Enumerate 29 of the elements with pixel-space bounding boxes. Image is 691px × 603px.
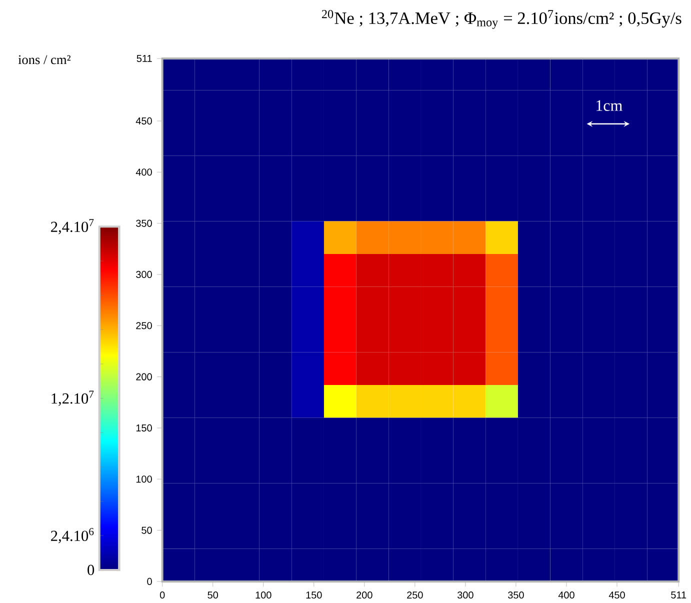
y-tick-label: 200 [136, 373, 152, 380]
y-tick-label: 50 [142, 526, 152, 534]
y-tick-label: 250 [136, 322, 152, 330]
y-tick-label: 450 [136, 117, 152, 125]
x-tick-label: 50 [208, 591, 218, 599]
y-tick-label: 400 [136, 168, 152, 176]
y-tick-label: 150 [136, 424, 152, 432]
color-bar-label: 2,4.10$^{6}$ [51, 528, 94, 544]
annotation: 1cm [596, 100, 622, 111]
x-tick-label: 150 [306, 591, 322, 599]
y-tick-label: 350 [136, 220, 152, 227]
x-tick-label: 350 [508, 591, 524, 599]
color-bar-label: 2,4.10$^{7}$ [51, 219, 94, 234]
x-tick-label: 100 [256, 591, 272, 599]
x-tick-label: 300 [457, 591, 474, 599]
x-tick-label: 450 [608, 591, 625, 599]
color-bar-title: ions / cm² [18, 55, 70, 64]
y-tick-label: 511 [136, 55, 152, 62]
x-tick-label: 0 [160, 591, 165, 599]
y-tick-label: 300 [136, 270, 152, 278]
color-bar-label: 0 [88, 564, 94, 576]
x-tick-label: 250 [407, 591, 423, 599]
y-tick-label: 0 [147, 578, 152, 585]
chart-title: $^{20}$Ne ; 13,7A.MeV ; Φ$_{moy}$ = 2.10$^{7}$ions/cm² ; 0,5Gy/s [322, 10, 682, 29]
color-bar-label: 1,2.10$^{7}$ [52, 390, 94, 406]
x-tick-label: 200 [356, 591, 372, 599]
x-tick-label: 400 [558, 591, 574, 599]
y-tick-label: 100 [136, 476, 152, 483]
x-tick-label: 511 [671, 591, 686, 598]
